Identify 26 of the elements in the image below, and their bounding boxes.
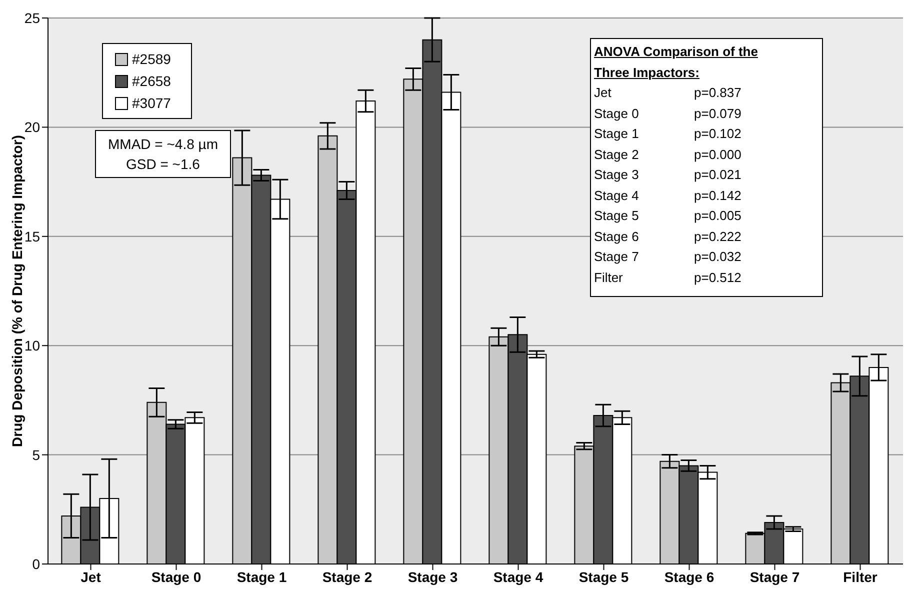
x-tick-label: Jet (80, 568, 102, 585)
x-tick-label: Stage 5 (578, 568, 629, 585)
x-tick-label: Stage 0 (151, 568, 202, 585)
annotation: ANOVA Comparison of the (594, 43, 759, 61)
x-tick-label: Stage 2 (322, 568, 372, 585)
y-tick-label: 20 (24, 119, 40, 136)
x-tick-label: Stage 4 (493, 568, 544, 585)
y-tick-label: 10 (24, 338, 40, 354)
x-tick-label: Filter (843, 568, 878, 585)
annotation: MMAD = ~4.8 µm (108, 135, 218, 154)
legend-label: #3077 (132, 94, 171, 113)
y-tick-label: 5 (32, 446, 40, 463)
y-tick-label: 0 (32, 556, 40, 572)
legend-label: #2658 (132, 72, 171, 91)
y-axis-title: Drug Deposition (% of Drug Entering Impactor) (8, 135, 25, 447)
x-tick-label: Stage 6 (664, 568, 714, 585)
text-box: MMAD = ~4.8 µm GSD = ~1.6 (95, 130, 231, 178)
table-box: ANOVA Comparison of the Three Impactors: Jet p=0.837 Stage 0 p=0.079 Stage 1 p=0.102 Stage 2 p=0.000 Stage 3 p=0.021 Stage 4 p=0.142 Stage 5 p=0.005 Stage 6 p=0.222 Stage 7 p=0.032 Filter p=0.512 (590, 38, 823, 297)
y-tick-label: 15 (24, 228, 40, 244)
y-tick-label: 25 (24, 10, 40, 26)
x-tick-label: Stage 3 (408, 568, 458, 585)
x-tick-label: Stage 7 (750, 568, 800, 585)
annotation: GSD = ~1.6 (125, 155, 201, 174)
legend-label: #2589 (132, 50, 171, 69)
x-tick-label: Stage 1 (236, 568, 287, 585)
annotation: Three Impactors: (594, 64, 700, 82)
